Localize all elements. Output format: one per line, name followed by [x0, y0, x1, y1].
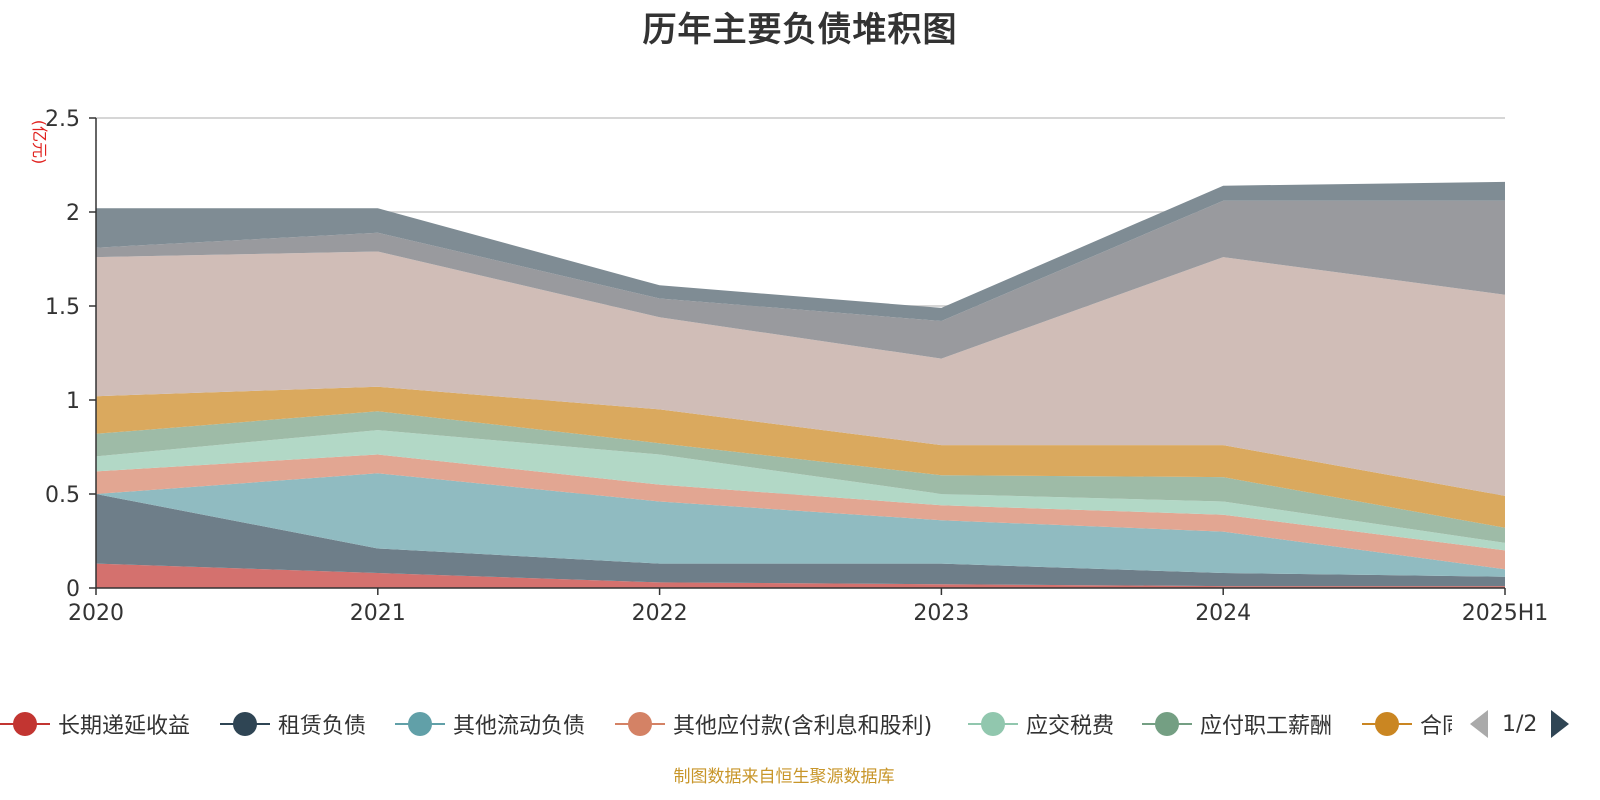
legend-label: 应付职工薪酬 [1200, 714, 1333, 739]
legend-item[interactable]: 其他应付款(含利息和股利) [615, 706, 932, 742]
y-tick-label: 1.5 [45, 295, 80, 320]
legend-label: 其他应付款(含利息和股利) [673, 714, 933, 739]
legend-swatch-icon [395, 709, 445, 739]
y-tick-label: 2 [66, 201, 80, 226]
legend-page-indicator: 1/2 [1502, 711, 1538, 737]
legend-prev-page-icon[interactable] [1470, 710, 1488, 738]
source-note: 制图数据来自恒生聚源数据库 [673, 767, 895, 787]
area-series-8[interactable] [96, 251, 1505, 496]
x-tick-label: 2023 [913, 601, 969, 626]
legend-label: 应交税费 [1026, 714, 1115, 739]
legend-pager: 1/2 [1470, 706, 1570, 742]
legend-swatch-icon [968, 709, 1018, 739]
legend-label: 长期递延收益 [58, 714, 191, 739]
y-tick-label: 2.5 [45, 107, 80, 132]
area-series-9[interactable] [96, 200, 1505, 359]
area-series-7[interactable] [96, 386, 1505, 528]
legend-swatch-icon [0, 709, 50, 739]
legend-swatch-icon [220, 709, 270, 739]
area-series-5[interactable] [96, 430, 1505, 551]
legend-next-page-icon[interactable] [1551, 710, 1570, 738]
y-axis-unit: (亿元) [30, 120, 49, 165]
area-series-3[interactable] [96, 473, 1505, 577]
area-series-1[interactable] [96, 563, 1505, 588]
area-series-2[interactable] [96, 494, 1505, 587]
legend: 长期递延收益 租赁负债 其他流动负债 其他应付款(含利息和股利) 应交税费 应付职工薪酬 合… [0, 706, 1600, 746]
legend-label: 合同负债 [1420, 714, 1452, 739]
y-tick-label: 0 [66, 577, 80, 602]
legend-item[interactable]: 其他流动负债 [395, 706, 585, 742]
legend-item[interactable]: 应交税费 [968, 706, 1114, 742]
area-series [96, 181, 1505, 588]
legend-item[interactable]: 合同负债 [1362, 706, 1452, 742]
chart-title: 历年主要负债堆积图 [642, 10, 958, 50]
legend-item[interactable]: 租赁负债 [220, 706, 366, 742]
stacked-area-chart: 0 0.5 1 1.5 2 2.5 2020 2021 2022 2023 2024 2025H1 (… [30, 107, 1548, 626]
legend-swatch-icon [1142, 709, 1192, 739]
legend-label: 其他流动负债 [453, 714, 586, 739]
y-tick-label: 1 [66, 389, 80, 414]
legend-item[interactable]: 长期递延收益 [0, 706, 190, 742]
legend-swatch-icon [1362, 709, 1412, 739]
x-tick-label: 2020 [68, 601, 124, 626]
x-tick-label: 2024 [1195, 601, 1251, 626]
legend-swatch-icon [615, 709, 665, 739]
y-tick-label: 0.5 [45, 483, 80, 508]
x-tick-label: 2025H1 [1462, 601, 1549, 626]
legend-label: 租赁负债 [278, 714, 367, 739]
x-tick-label: 2021 [350, 601, 406, 626]
legend-item[interactable]: 应付职工薪酬 [1142, 706, 1332, 742]
area-series-10[interactable] [96, 181, 1505, 321]
x-tick-label: 2022 [632, 601, 688, 626]
axes: 0 0.5 1 1.5 2 2.5 2020 2021 2022 2023 2024 2025H1 [45, 107, 1548, 626]
legend-items: 长期递延收益 租赁负债 其他流动负债 其他应付款(含利息和股利) 应交税费 应付职工薪酬 合… [0, 706, 1452, 746]
area-series-4[interactable] [96, 454, 1505, 570]
